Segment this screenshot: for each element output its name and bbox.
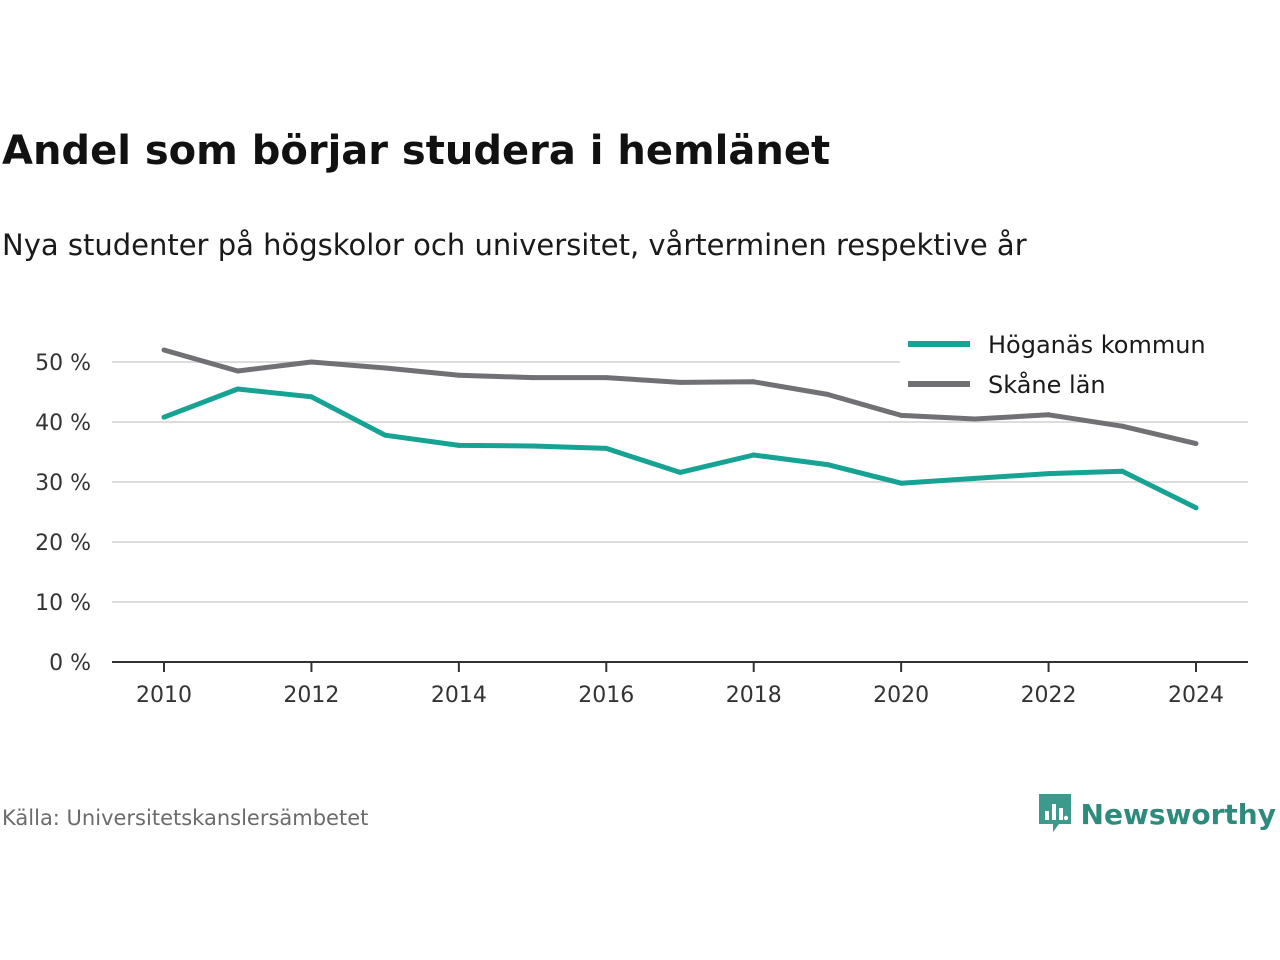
data-point — [603, 445, 609, 451]
data-point — [1119, 423, 1125, 429]
x-tick-label: 2020 — [873, 683, 929, 708]
x-tick-label: 2018 — [726, 683, 782, 708]
data-point — [1193, 441, 1199, 447]
data-point — [898, 480, 904, 486]
legend-background — [900, 324, 1248, 406]
data-point — [456, 372, 462, 378]
y-tick-label: 0 % — [49, 651, 91, 676]
series-line-0 — [163, 386, 1198, 511]
y-tick-label: 30 % — [35, 471, 91, 496]
data-point — [530, 375, 536, 381]
data-point — [1193, 505, 1199, 511]
y-tick-label: 10 % — [35, 591, 91, 616]
legend-label: Skåne län — [988, 370, 1106, 399]
data-point — [235, 386, 241, 392]
legend-label: Höganäs kommun — [988, 331, 1206, 359]
chart-title: Andel som börjar studera i hemlänet — [2, 128, 831, 174]
x-tick-label: 2010 — [136, 683, 192, 708]
data-point — [161, 414, 167, 420]
data-point — [751, 379, 757, 385]
y-tick-label: 50 % — [35, 351, 91, 376]
data-point — [382, 365, 388, 371]
data-point — [1119, 468, 1125, 474]
source-note: Källa: Universitetskanslersämbetet — [2, 806, 369, 830]
data-point — [677, 469, 683, 475]
data-point — [1046, 412, 1052, 418]
legend: Höganäs kommun Skåne län — [900, 324, 1248, 406]
data-point — [308, 394, 314, 400]
data-point — [530, 443, 536, 449]
x-tick-label: 2016 — [578, 683, 634, 708]
data-point — [898, 412, 904, 418]
brand-logo: Newsworthy — [1037, 792, 1276, 836]
data-point — [824, 462, 830, 468]
chart-subtitle: Nya studenter på högskolor och universit… — [2, 228, 1027, 262]
y-tick-label: 40 % — [35, 411, 91, 436]
data-point — [235, 368, 241, 374]
data-point — [972, 475, 978, 481]
data-point — [751, 452, 757, 458]
series-lines — [161, 347, 1199, 511]
data-point — [308, 359, 314, 365]
x-tick-label: 2022 — [1021, 683, 1077, 708]
data-point — [824, 391, 830, 397]
brand-name: Newsworthy — [1080, 797, 1276, 831]
data-point — [1046, 471, 1052, 477]
x-tick-label: 2012 — [283, 683, 339, 708]
data-point — [382, 432, 388, 438]
data-point — [161, 347, 167, 353]
newsworthy-logo-icon — [1038, 794, 1071, 832]
axes: 0 % 10 % 20 % 30 % 40 % 50 % 2010 2012 2014 2016 2… — [35, 351, 1248, 708]
x-tick-label: 2014 — [431, 683, 487, 708]
x-tick-label: 2024 — [1168, 683, 1224, 708]
data-point — [456, 442, 462, 448]
y-tick-label: 20 % — [35, 531, 91, 556]
data-point — [677, 379, 683, 385]
data-point — [972, 416, 978, 422]
data-point — [603, 375, 609, 381]
